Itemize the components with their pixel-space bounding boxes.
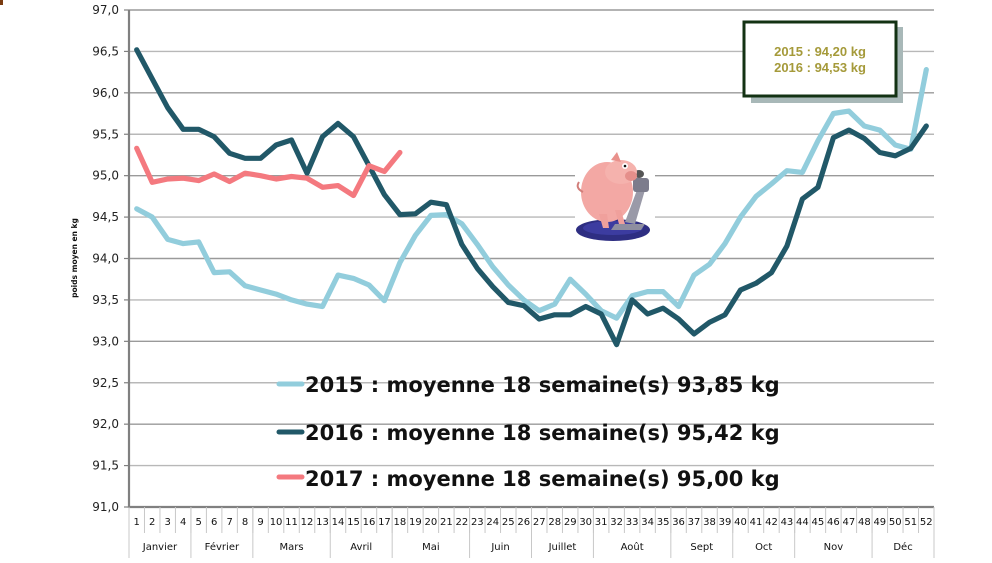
x-tick-week: 25 xyxy=(502,517,515,528)
x-tick-week: 14 xyxy=(332,517,345,528)
x-tick-week: 9 xyxy=(257,517,263,528)
y-axis-label: poids moyen en kg xyxy=(70,218,79,298)
x-tick-week: 27 xyxy=(533,517,546,528)
annotation-box: 2015 : 94,20 kg 2016 : 94,53 kg xyxy=(742,20,903,103)
x-tick-week: 51 xyxy=(904,517,917,528)
y-tick-label: 97,0 xyxy=(92,3,119,17)
x-tick-month: Mars xyxy=(280,542,304,553)
x-tick-week: 12 xyxy=(301,517,314,528)
legend: 2015 : moyenne 18 semaine(s) 93,85 kg 20… xyxy=(276,373,780,491)
annotation-line-2016: 2016 : 94,53 kg xyxy=(774,60,866,75)
x-tick-week: 50 xyxy=(889,517,902,528)
x-tick-month: Nov xyxy=(824,542,844,553)
x-tick-week: 45 xyxy=(812,517,825,528)
legend-label-2017: 2017 : moyenne 18 semaine(s) 95,00 kg xyxy=(305,467,780,491)
x-tick-week: 2 xyxy=(149,517,155,528)
x-tick-month: Mai xyxy=(422,542,440,553)
x-tick-week: 22 xyxy=(455,517,468,528)
x-tick-week: 15 xyxy=(347,517,360,528)
annotation-line-2015: 2015 : 94,20 kg xyxy=(774,44,866,59)
x-tick-week: 28 xyxy=(548,517,561,528)
x-tick-month: Juin xyxy=(490,542,509,553)
x-tick-week: 20 xyxy=(425,517,438,528)
x-tick-month: Avril xyxy=(350,542,372,553)
y-tick-label: 93,5 xyxy=(92,293,119,307)
y-tick-label: 96,5 xyxy=(92,44,119,58)
x-tick-week: 17 xyxy=(378,517,391,528)
x-tick-week: 30 xyxy=(579,517,592,528)
y-tick-label: 91,0 xyxy=(92,500,119,514)
x-tick-week: 47 xyxy=(842,517,855,528)
annotation-frame xyxy=(742,20,898,98)
y-tick-label: 95,0 xyxy=(92,169,119,183)
x-tick-week: 31 xyxy=(595,517,608,528)
x-tick-week: 42 xyxy=(765,517,778,528)
x-tick-week: 8 xyxy=(242,517,248,528)
x-tick-week: 33 xyxy=(626,517,639,528)
x-tick-week: 40 xyxy=(734,517,747,528)
y-tick-label: 92,5 xyxy=(92,376,119,390)
x-tick-week: 36 xyxy=(672,517,685,528)
series-line-2016 xyxy=(134,47,929,348)
x-tick-week: 6 xyxy=(211,517,217,528)
legend-entry-2017: 2017 : moyenne 18 semaine(s) 95,00 kg xyxy=(276,467,780,491)
y-tick-label: 94,0 xyxy=(92,252,119,266)
x-tick-week: 1 xyxy=(134,517,140,528)
x-tick-week: 38 xyxy=(703,517,716,528)
x-tick-week: 44 xyxy=(796,517,809,528)
data-series xyxy=(134,47,929,348)
legend-entry-2016: 2016 : moyenne 18 semaine(s) 95,42 kg xyxy=(276,421,780,445)
x-tick-week: 37 xyxy=(688,517,701,528)
y-tick-label: 92,0 xyxy=(92,417,119,431)
x-tick-week: 13 xyxy=(316,517,329,528)
x-axis: 1 2 3 4 5 6 7 8 9 10 11 12 13 14 15 16 17 18 19 20 21 22 23 24 2… xyxy=(127,10,935,558)
y-tick-label: 95,5 xyxy=(92,127,119,141)
x-tick-month: Janvier xyxy=(142,542,178,553)
x-tick-week: 43 xyxy=(781,517,794,528)
x-tick-week: 46 xyxy=(827,517,840,528)
x-tick-week: 5 xyxy=(195,517,201,528)
x-tick-week: 39 xyxy=(719,517,732,528)
x-tick-week: 21 xyxy=(440,517,453,528)
x-tick-week: 3 xyxy=(165,517,171,528)
y-tick-label: 94,5 xyxy=(92,210,119,224)
x-tick-month: Juillet xyxy=(548,542,577,553)
x-tick-week: 11 xyxy=(285,517,298,528)
x-tick-week: 19 xyxy=(409,517,422,528)
x-tick-week: 32 xyxy=(610,517,623,528)
pig-on-scale-icon xyxy=(575,152,655,244)
x-tick-week: 23 xyxy=(471,517,484,528)
legend-label-2015: 2015 : moyenne 18 semaine(s) 93,85 kg xyxy=(305,373,780,397)
x-tick-week: 29 xyxy=(564,517,577,528)
x-tick-month: Sept xyxy=(690,542,713,553)
corner-artifact xyxy=(0,0,3,5)
x-tick-week: 4 xyxy=(180,517,186,528)
x-tick-week: 26 xyxy=(517,517,530,528)
y-axis-ticks: 91,0 91,5 92,0 92,5 93,0 93,5 94,0 94,5 95,0 95,5… xyxy=(92,3,129,514)
legend-label-2016: 2016 : moyenne 18 semaine(s) 95,42 kg xyxy=(305,421,780,445)
series-line-2015 xyxy=(134,66,929,321)
x-tick-month: Déc xyxy=(893,541,912,553)
series-line-2017 xyxy=(134,145,403,199)
x-tick-week: 34 xyxy=(641,517,654,528)
x-tick-week: 49 xyxy=(873,517,886,528)
x-tick-week: 48 xyxy=(858,517,871,528)
x-tick-month: Février xyxy=(205,541,240,553)
x-tick-week: 41 xyxy=(750,517,763,528)
legend-entry-2015: 2015 : moyenne 18 semaine(s) 93,85 kg xyxy=(276,373,780,397)
y-tick-label: 96,0 xyxy=(92,86,119,100)
x-tick-week: 18 xyxy=(394,517,407,528)
x-tick-week: 52 xyxy=(920,517,933,528)
y-tick-label: 93,0 xyxy=(92,334,119,348)
x-tick-month: Oct xyxy=(755,542,772,553)
x-tick-week: 35 xyxy=(657,517,670,528)
x-tick-week: 24 xyxy=(486,517,499,528)
x-tick-week: 10 xyxy=(270,517,283,528)
x-tick-week: 7 xyxy=(226,517,232,528)
x-tick-month: Août xyxy=(621,541,644,553)
y-tick-label: 91,5 xyxy=(92,459,119,473)
x-tick-week: 16 xyxy=(363,517,376,528)
